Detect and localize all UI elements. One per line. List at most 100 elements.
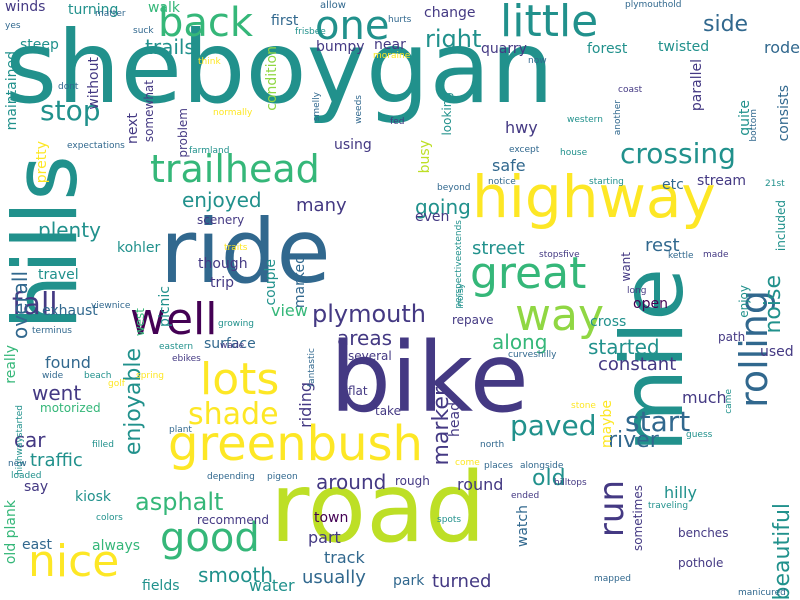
word-great: great: [470, 248, 587, 299]
word-included: included: [774, 200, 788, 252]
word-plant: plant: [169, 425, 192, 435]
word-think: think: [198, 57, 221, 67]
word-marked: marked: [292, 255, 308, 309]
word-kohler: kohler: [117, 240, 161, 256]
word-kettle: kettle: [668, 251, 694, 261]
word-traveling: traveling: [648, 501, 689, 511]
word-plymouthold: plymouthold: [625, 0, 682, 10]
word-asphalt: asphalt: [135, 488, 224, 516]
word-crossing: crossing: [620, 137, 736, 170]
word-well: well: [130, 294, 218, 345]
word-usually: usually: [302, 567, 366, 588]
word-spots: spots: [437, 515, 462, 525]
word-manicured: manicured: [738, 588, 786, 598]
word-loaded: loaded: [11, 471, 42, 481]
word-even: even: [415, 209, 450, 225]
word-filled: filled: [92, 440, 114, 450]
word-safe: safe: [492, 156, 526, 175]
word-one: one: [315, 3, 390, 49]
word-sometimes: sometimes: [631, 485, 645, 552]
word-next: next: [125, 113, 141, 145]
word-rest: rest: [645, 235, 680, 256]
word-went: went: [32, 381, 82, 405]
word-twisted: twisted: [658, 39, 710, 55]
word-west: west: [133, 308, 147, 337]
word-using: using: [334, 137, 372, 153]
word-near: near: [374, 37, 406, 53]
word-turned: turned: [432, 571, 492, 592]
word-going: going: [415, 195, 471, 219]
word-road: road: [270, 452, 486, 564]
word-head: head: [447, 402, 463, 437]
word-constant: constant: [598, 354, 677, 375]
word-house: house: [560, 148, 588, 158]
word-condition: condition: [264, 46, 280, 111]
word-rough: rough: [395, 474, 430, 488]
word-noisy: noisy: [456, 283, 466, 307]
word-used: used: [760, 344, 794, 360]
word-sheboygan: sheboygan: [5, 9, 554, 126]
word-always: always: [92, 538, 141, 554]
word-benches: benches: [678, 526, 729, 540]
word-bike: bike: [330, 322, 529, 434]
word-come: come: [455, 458, 480, 468]
word-really: really: [3, 345, 19, 384]
word-flat: flat: [348, 384, 368, 398]
word-much: much: [682, 388, 727, 407]
word-quarry: quarry: [481, 41, 527, 57]
word-terminus: terminus: [32, 326, 72, 336]
word-fed: fed: [390, 117, 405, 127]
word-maybe: maybe: [599, 400, 615, 449]
word-riding: riding: [296, 382, 315, 428]
word-colors: colors: [96, 513, 123, 523]
word-though: though: [198, 256, 248, 272]
word-ebikes: ebikes: [172, 354, 201, 364]
word-east: east: [22, 537, 52, 553]
word-view: view: [271, 301, 308, 320]
word-fantastic: fantastic: [307, 348, 317, 388]
word-bottom: bottom: [749, 109, 759, 142]
word-matter: matter: [95, 9, 126, 19]
word-enjoyable: enjoyable: [121, 348, 146, 456]
word-street: street: [472, 238, 525, 259]
word-right: right: [425, 25, 482, 53]
word-spring: spring: [136, 371, 165, 381]
word-traffic: traffic: [30, 450, 83, 471]
word-highway: highway: [472, 163, 716, 231]
word-came: came: [724, 389, 734, 414]
word-smelly: smelly: [312, 92, 322, 122]
word-back: back: [158, 0, 254, 46]
word-ended: ended: [511, 491, 540, 501]
word-traits: traits: [224, 243, 248, 253]
word-forest: forest: [587, 41, 628, 57]
word-take: take: [375, 404, 401, 418]
word-found: found: [45, 353, 91, 372]
word-good: good: [160, 515, 260, 561]
word-suck: suck: [133, 26, 154, 36]
word-old: old: [532, 466, 566, 491]
word-plenty: plenty: [38, 218, 101, 242]
word-turning: turning: [68, 2, 119, 18]
word-couple: couple: [263, 259, 279, 306]
word-park: park: [393, 573, 425, 589]
word-expectations: expectations: [67, 141, 125, 151]
word-fields: fields: [142, 578, 180, 594]
word-track: track: [324, 548, 365, 567]
word-looking: looking: [440, 92, 454, 136]
word-problem: problem: [176, 108, 190, 158]
word-paved: paved: [510, 409, 597, 442]
word-steep: steep: [20, 37, 59, 53]
word-wade: wade: [220, 341, 245, 351]
word-cross: cross: [590, 314, 627, 330]
word-trailhead: trailhead: [150, 147, 320, 191]
word-another: another: [613, 100, 623, 136]
word-way: way: [515, 290, 604, 341]
word-curveshilly: curveshilly: [508, 350, 557, 360]
word-beach: beach: [84, 371, 112, 381]
word-coast: coast: [618, 85, 643, 95]
word-etc: etc: [662, 177, 684, 193]
word-moraine: moraine: [373, 51, 411, 61]
word-part: part: [308, 528, 341, 547]
word-picnic: picnic: [157, 286, 173, 327]
word-noise: noise: [761, 275, 786, 334]
